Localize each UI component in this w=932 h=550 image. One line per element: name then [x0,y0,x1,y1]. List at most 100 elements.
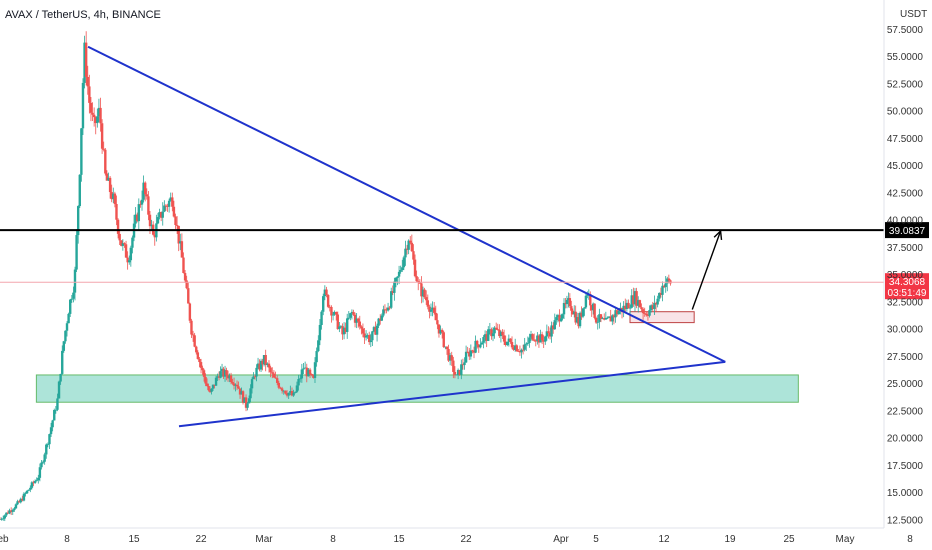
candle-body [364,335,368,338]
candle-body [169,197,172,201]
candle-body [382,309,385,316]
x-tick-label: Mar [255,534,273,545]
candle-body [171,197,174,207]
candle-body [328,306,331,308]
candle-body [3,515,6,519]
candle-body [110,192,113,200]
candle-body [231,382,234,384]
candle-body [46,444,50,445]
projection-arrow-head [713,229,723,241]
candle-body [123,243,126,245]
candle-body [347,317,350,319]
candle-body [174,216,177,225]
candle-body [164,205,168,207]
candle-body [161,211,164,218]
y-tick-label: 22.5000 [887,406,924,417]
candle-body [38,467,42,478]
candle-body [518,351,522,353]
candle-body [54,409,58,411]
candle-body [361,328,365,334]
y-tick-label: 42.5000 [887,188,924,199]
candle-body [498,329,501,337]
candle-body [485,334,488,341]
candle-body [167,200,171,207]
candle-body [506,341,509,345]
candle-body [284,390,287,394]
candle-body [27,489,30,491]
candle-body [440,329,444,333]
candle-body [11,510,14,512]
candle-body [599,314,603,319]
candle-body [24,493,27,495]
candle-body [326,295,330,307]
candle-body [627,302,630,309]
countdown-label: 03:51:49 [888,288,927,299]
candle-body [352,311,355,315]
candle-body [445,346,449,350]
candle-body [596,321,599,323]
candle-body [72,292,75,299]
candle-body [355,318,358,323]
candle-body [529,334,533,338]
candle-body [561,314,564,319]
candle-body [295,385,299,392]
candle-body [214,377,218,386]
candle-body [136,214,139,222]
candle-body [70,298,74,300]
candle-body [235,384,239,387]
candle-body [1,518,5,520]
candle-body [199,362,203,368]
candle-body [33,481,37,483]
y-tick-label: 37.5000 [887,243,924,254]
candle-body [575,317,579,323]
candle-body [121,243,125,246]
candle-body [188,303,192,321]
candle-body [363,333,366,338]
candle-body [147,196,150,215]
candle-body [523,344,526,350]
candle-body [292,392,295,396]
x-tick-label: 5 [593,534,599,545]
candle-body [615,310,619,315]
candle-body [223,370,227,377]
candle-body [573,311,576,315]
candle-body [91,112,94,115]
y-tick-label: 47.5000 [887,134,924,145]
candle-body [65,323,69,331]
candle-body [420,283,423,297]
candle-body [261,360,264,365]
candle-body [195,346,198,353]
candle-body [632,295,635,305]
candle-body [247,398,251,404]
candle-body [118,233,121,241]
candle-body [550,325,553,337]
candle-body [88,86,91,103]
candle-body [238,388,242,395]
candle-body [611,315,614,322]
candle-body [584,295,588,308]
candle-body [491,333,495,337]
candle-body [455,374,458,376]
candle-body [562,302,566,315]
candle-body [350,311,354,314]
candle-body [501,331,504,336]
candle-body [78,174,81,207]
candle-body [591,303,595,311]
candle-body [294,391,297,393]
candle-body [290,391,294,396]
candle-body [41,461,45,463]
candle-body [271,372,274,374]
candle-body [198,358,201,363]
candle-body [447,349,450,361]
candle-body [390,291,393,308]
candle-body [279,387,282,389]
candle-body [142,182,145,200]
candle-body [134,214,137,224]
candle-body [404,248,407,258]
candle-body [490,329,493,337]
y-tick-label: 45.0000 [887,161,924,172]
x-tick-label: 22 [460,534,472,545]
candle-body [450,355,453,361]
